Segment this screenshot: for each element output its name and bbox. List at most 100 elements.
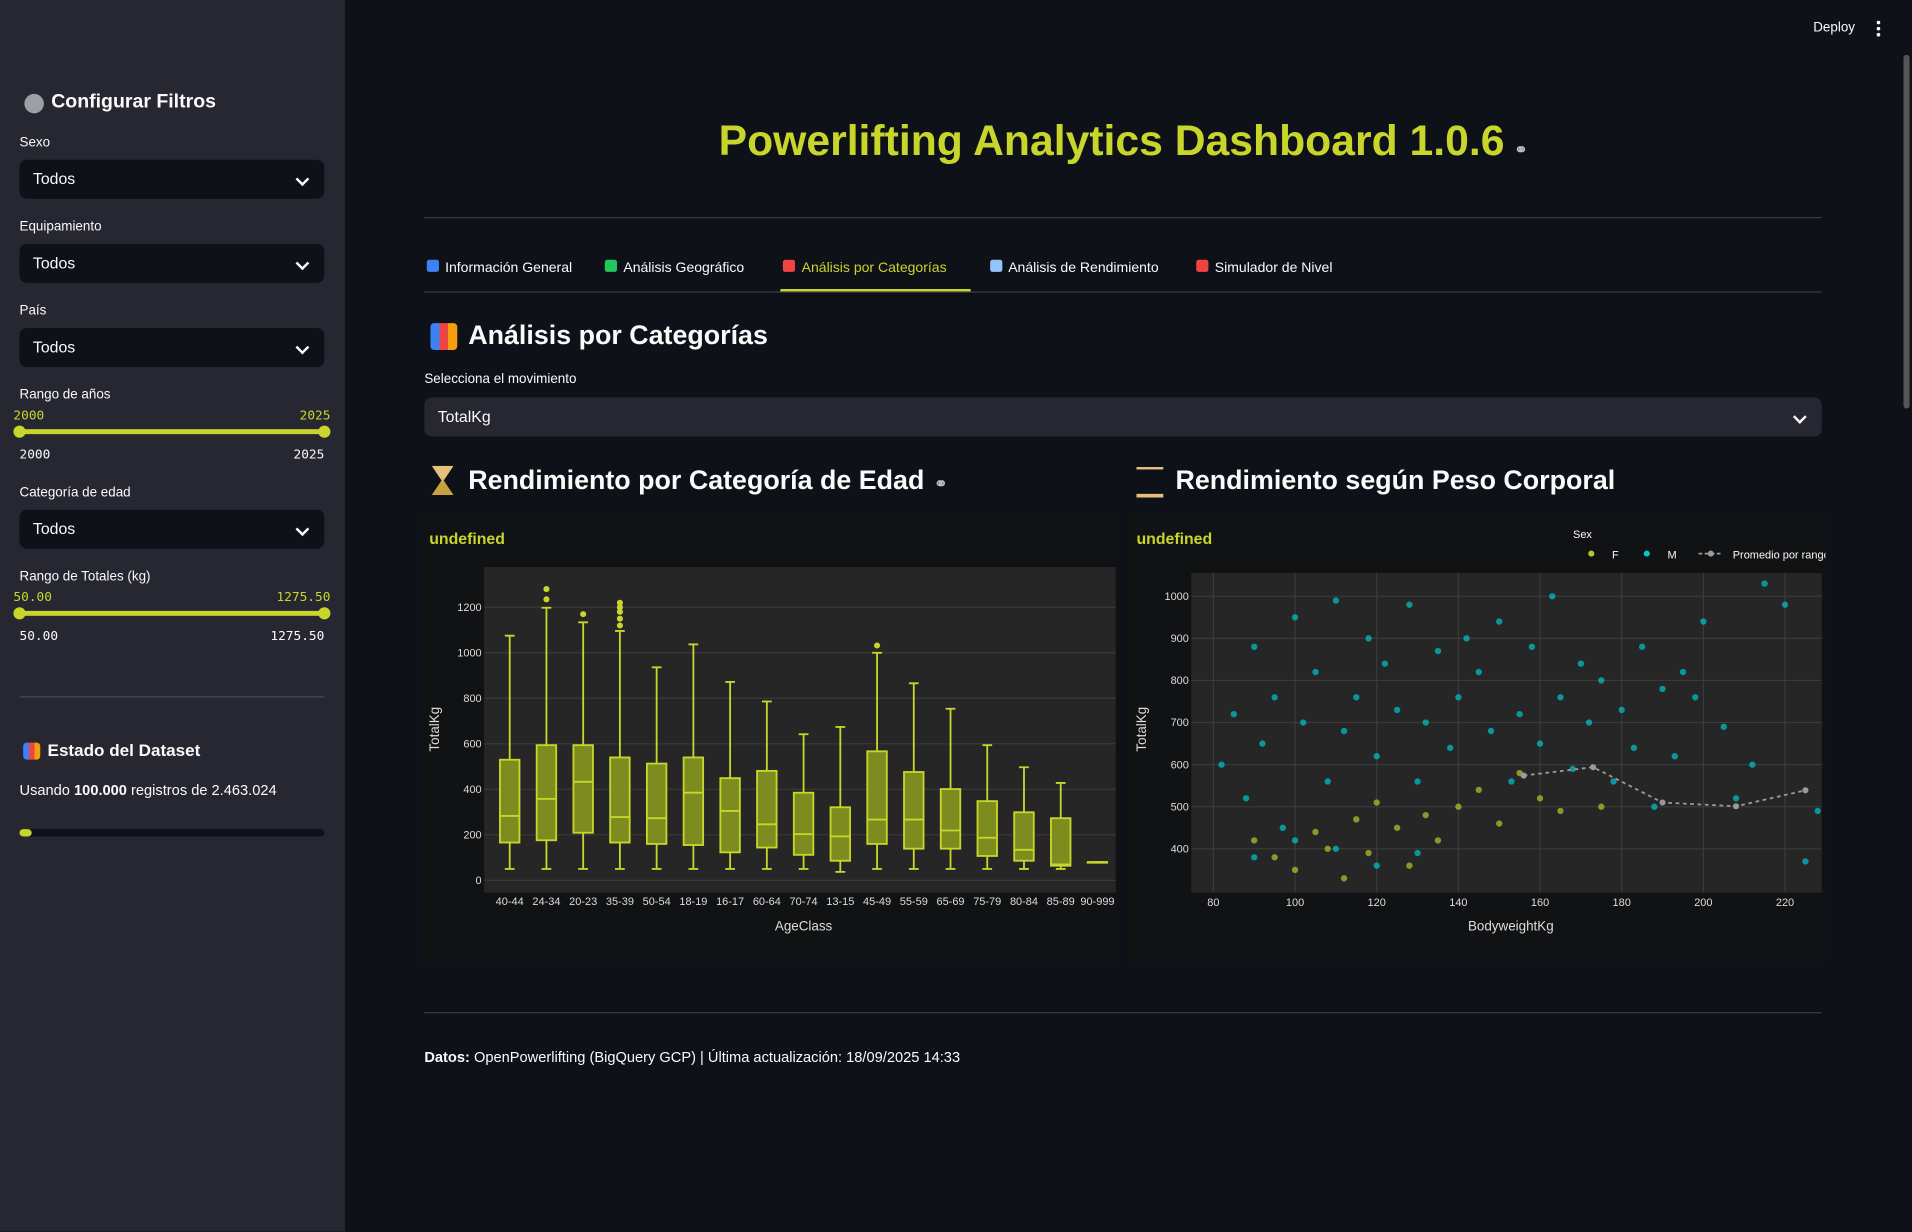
- chart-title: undefined: [429, 531, 505, 548]
- select-label: Selecciona el movimiento: [424, 371, 577, 387]
- point: [1651, 803, 1658, 810]
- tab-bar: Información General Análisis Geográfico An…: [424, 250, 1822, 293]
- scale-icon: [1136, 467, 1164, 498]
- box: [939, 788, 962, 850]
- slider-thumb[interactable]: [318, 607, 331, 620]
- legend-title: Sex: [1573, 529, 1592, 541]
- point: [1332, 845, 1340, 852]
- menu-button[interactable]: [1876, 20, 1881, 37]
- point: [1638, 643, 1646, 650]
- slider-thumb[interactable]: [318, 425, 331, 438]
- point: [1251, 854, 1258, 861]
- point: [1271, 694, 1278, 701]
- point: [1720, 723, 1727, 730]
- point: [1610, 778, 1617, 785]
- slider-min: 50.00: [19, 629, 59, 644]
- select[interactable]: TotalKg: [424, 397, 1822, 437]
- tab-icon: [605, 259, 618, 272]
- point: [1218, 761, 1225, 768]
- select[interactable]: Todos: [19, 509, 325, 549]
- tab-icon: [1196, 259, 1209, 272]
- select[interactable]: Todos: [19, 243, 325, 283]
- tab-underline: [780, 288, 971, 292]
- average-point: [1590, 764, 1597, 771]
- average-point: [1732, 803, 1740, 810]
- box: [609, 756, 631, 844]
- select[interactable]: Todos: [19, 159, 325, 199]
- point: [1447, 744, 1454, 751]
- average-point: [1520, 772, 1527, 779]
- x-tick-label: 85-89: [1047, 896, 1075, 908]
- y-tick-label: 400: [463, 784, 481, 796]
- point: [1455, 803, 1462, 810]
- point: [1536, 795, 1544, 802]
- footer-text: OpenPowerlifting (BigQuery GCP) | Última…: [473, 1048, 961, 1066]
- x-tick-label: 13-15: [826, 896, 854, 908]
- slider-value: 2000: [13, 408, 45, 424]
- x-tick-label: 80: [1207, 897, 1219, 909]
- text: registros de 2.463.024: [131, 781, 277, 799]
- point: [1557, 807, 1564, 815]
- point: [1279, 824, 1286, 831]
- outlier: [616, 608, 623, 615]
- point: [1630, 744, 1638, 751]
- year-slider[interactable]: 2000 2025 2000 2025: [0, 407, 345, 468]
- box-chart: undefined 0 200 400 600 800 1000 1200 40-44 24-34…: [420, 514, 1119, 964]
- filter-label: Sexo: [19, 135, 51, 150]
- x-tick-label: 35-39: [606, 896, 634, 908]
- point: [1496, 820, 1503, 827]
- link-icon[interactable]: ⚭: [934, 474, 948, 493]
- link-icon[interactable]: ⚭: [1514, 140, 1528, 159]
- filter-label: Categoría de edad: [19, 485, 131, 500]
- chart-heading: Rendimiento por Categoría de Edad ⚭: [468, 465, 947, 497]
- slider-value: 1275.50: [276, 590, 331, 605]
- point: [1406, 601, 1413, 608]
- title-text: Powerlifting Analytics Dashboard 1.0.6: [718, 117, 1505, 165]
- x-tick-label: 24-34: [532, 896, 560, 908]
- x-tick-label: 50-54: [643, 896, 671, 908]
- tab[interactable]: Simulador de Nivel: [1196, 259, 1332, 276]
- y-tick-label: 900: [1171, 633, 1189, 645]
- select-value: Todos: [32, 169, 76, 188]
- footer-bold: Datos:: [424, 1048, 470, 1066]
- point: [1814, 807, 1821, 815]
- tab[interactable]: Información General: [426, 259, 572, 276]
- tab[interactable]: Análisis de Rendimiento: [989, 259, 1159, 276]
- tab[interactable]: Análisis Geográfico: [605, 259, 744, 276]
- x-tick-label: 120: [1368, 897, 1386, 909]
- select[interactable]: Todos: [19, 328, 325, 368]
- select-value: TotalKg: [437, 407, 491, 426]
- point: [1679, 668, 1687, 676]
- tab[interactable]: Análisis por Categorías: [783, 259, 947, 276]
- y-tick-label: 800: [463, 693, 481, 705]
- x-tick-label: 160: [1531, 897, 1549, 909]
- box: [1013, 811, 1035, 862]
- section-title: Análisis por Categorías: [468, 319, 768, 350]
- x-tick-label: 18-19: [679, 896, 707, 908]
- scrollbar[interactable]: [1903, 54, 1910, 409]
- box: [499, 758, 521, 844]
- chevron: [295, 340, 310, 355]
- point: [1585, 719, 1593, 726]
- slider-thumb[interactable]: [13, 425, 26, 438]
- point: [1251, 643, 1258, 650]
- y-tick-label: 1000: [1164, 591, 1188, 603]
- slider-thumb[interactable]: [13, 607, 26, 620]
- chevron: [1792, 410, 1807, 424]
- y-tick-label: 200: [463, 829, 481, 841]
- total-slider[interactable]: 50.00 1275.50 50.00 1275.50: [0, 589, 345, 650]
- box: [645, 762, 668, 845]
- x-tick-label: 65-69: [936, 896, 964, 908]
- chevron: [295, 172, 310, 187]
- outlier: [616, 604, 623, 611]
- point: [1463, 635, 1470, 642]
- point: [1271, 854, 1278, 861]
- point: [1528, 643, 1536, 650]
- slider-value: 2025: [299, 408, 331, 424]
- slider-max: 2025: [293, 447, 325, 463]
- point: [1508, 778, 1515, 785]
- deploy-button[interactable]: Deploy: [1813, 20, 1855, 36]
- outlier: [616, 599, 623, 606]
- point: [1422, 719, 1429, 726]
- point: [1340, 875, 1348, 882]
